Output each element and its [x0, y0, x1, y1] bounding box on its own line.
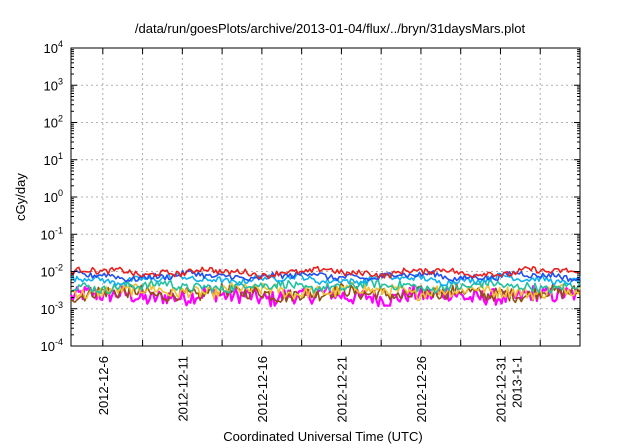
chart-title: /data/run/goesPlots/archive/2013-01-04/f… — [135, 21, 526, 36]
y-tick-exponent: 3 — [58, 76, 63, 86]
y-axis-label: cGy/day — [13, 173, 28, 221]
y-tick-label: 102 — [44, 114, 63, 131]
y-tick-exponent: 0 — [58, 188, 63, 198]
y-tick-exponent: -4 — [55, 337, 63, 347]
y-tick-label: 101 — [44, 151, 63, 168]
x-tick-label: 2013-1-1 — [509, 356, 524, 408]
y-tick-exponent: 4 — [58, 39, 63, 49]
x-tick-label: 2012-12-21 — [334, 356, 349, 423]
y-tick-base: 10 — [44, 41, 58, 56]
y-tick-base: 10 — [41, 227, 55, 242]
y-tick-base: 10 — [44, 190, 58, 205]
series-line — [70, 281, 581, 302]
y-tick-label: 10-4 — [41, 337, 63, 354]
x-tick-label: 2012-12-6 — [96, 356, 111, 415]
y-tick-label: 10-1 — [41, 225, 63, 242]
x-tick-label: 2012-12-16 — [255, 356, 270, 423]
y-tick-label: 104 — [44, 39, 63, 56]
y-tick-exponent: 1 — [58, 151, 63, 161]
y-tick-exponent: -1 — [55, 225, 63, 235]
series-line — [70, 277, 581, 295]
y-tick-exponent: -3 — [55, 300, 63, 310]
y-tick-base: 10 — [44, 153, 58, 168]
y-tick-base: 10 — [41, 265, 55, 280]
x-tick-label: 2012-12-11 — [175, 356, 190, 422]
y-tick-exponent: 2 — [58, 114, 63, 124]
x-axis: 2012-12-6 2012-12-11 2012-12-16 2012-12-21 2… — [96, 48, 541, 423]
y-tick-base: 10 — [44, 116, 58, 131]
series-line — [69, 284, 581, 308]
y-tick-label: 100 — [44, 188, 63, 205]
x-axis-label: Coordinated Universal Time (UTC) — [223, 429, 422, 444]
y-tick-exponent: -2 — [55, 263, 63, 273]
y-tick-base: 10 — [41, 302, 55, 317]
y-tick-label: 10-3 — [41, 300, 63, 317]
y-tick-label: 10-2 — [41, 263, 63, 280]
y-tick-label: 103 — [44, 76, 63, 93]
x-tick-label: 2012-12-26 — [414, 356, 429, 423]
y-tick-base: 10 — [44, 78, 58, 93]
x-tick-label: 2012-12-31 — [493, 356, 508, 423]
series-group — [69, 265, 581, 308]
series-line — [70, 265, 581, 280]
y-tick-base: 10 — [41, 339, 55, 354]
